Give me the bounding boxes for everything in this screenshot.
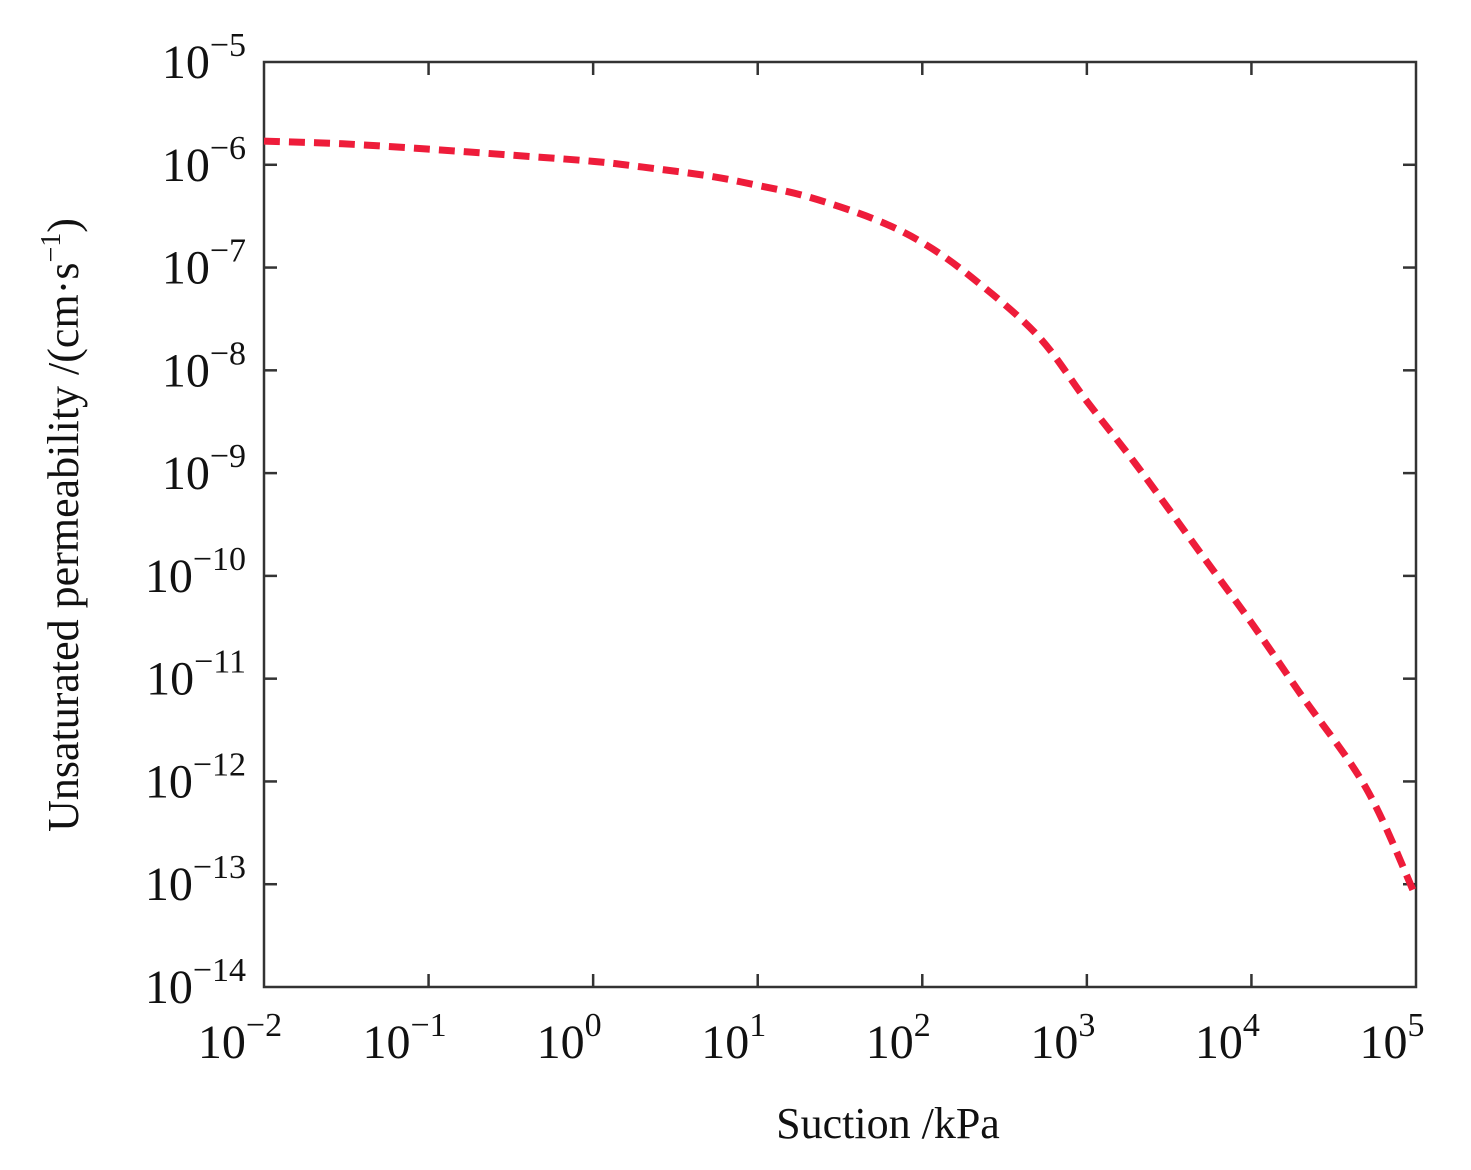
y-tick-label-exponent: −11 <box>194 644 246 681</box>
x-tick-label-exponent: 1 <box>749 1007 766 1044</box>
x-tick-label-base: 10 <box>362 1016 410 1069</box>
y-tick-label: 10−7 <box>162 233 246 295</box>
x-tick-label: 102 <box>866 1007 931 1069</box>
y-tick-label: 10−12 <box>145 746 246 808</box>
y-tick-label-exponent: −13 <box>193 849 246 886</box>
y-axis-label-main: Unsaturated permeability /(cm·s <box>39 263 88 832</box>
x-tick-labels: 10−2 10−1 100 101 102 103 104 105 <box>198 1007 1425 1069</box>
x-tick-label: 105 <box>1360 1007 1425 1069</box>
y-tick-label-base: 10 <box>145 858 193 911</box>
y-tick-label-exponent: −12 <box>193 746 246 783</box>
y-tick-label-base: 10 <box>162 36 210 89</box>
y-tick-label-exponent: −5 <box>210 27 246 64</box>
x-tick-label-exponent: 2 <box>914 1007 931 1044</box>
y-axis-label-superscript: −1 <box>36 233 67 263</box>
y-tick-label: 10−8 <box>162 335 246 397</box>
plot-area <box>262 60 1418 989</box>
x-tick-label-exponent: −1 <box>410 1007 446 1044</box>
y-tick-label-base: 10 <box>145 961 193 1014</box>
y-tick-label: 10−5 <box>162 27 246 89</box>
x-tick-label: 104 <box>1195 1007 1260 1069</box>
y-tick-label: 10−11 <box>146 644 246 706</box>
x-tick-label-base: 10 <box>1360 1016 1408 1069</box>
y-tick-label-exponent: −8 <box>210 335 246 372</box>
y-tick-label: 10−6 <box>162 130 246 192</box>
x-axis-label: Suction /kPa <box>776 1099 1000 1148</box>
x-tick-label-base: 10 <box>866 1016 914 1069</box>
y-tick-label-base: 10 <box>162 139 210 192</box>
permeability-curve <box>263 137 1420 899</box>
x-tick-label-exponent: 3 <box>1078 1007 1095 1044</box>
y-axis-label-close: ) <box>39 218 88 233</box>
y-tick-label-base: 10 <box>146 653 194 706</box>
x-tick-label-base: 10 <box>1195 1016 1243 1069</box>
y-tick-label: 10−13 <box>145 849 246 911</box>
x-tick-label: 100 <box>537 1007 602 1069</box>
x-tick-label-base: 10 <box>1030 1016 1078 1069</box>
y-tick-label-exponent: −6 <box>210 130 246 167</box>
x-tick-label-base: 10 <box>701 1016 749 1069</box>
x-tick-label: 10−2 <box>198 1007 282 1069</box>
y-tick-labels: 10−510−610−710−810−910−1010−1110−1210−13… <box>145 27 246 1014</box>
x-tick-label: 10−1 <box>362 1007 446 1069</box>
y-tick-label-exponent: −10 <box>193 541 246 578</box>
x-tick-label-exponent: 4 <box>1243 1007 1260 1044</box>
y-tick-label: 10−14 <box>145 952 246 1014</box>
y-tick-label-base: 10 <box>145 755 193 808</box>
y-tick-label: 10−10 <box>145 541 246 603</box>
y-tick-label-base: 10 <box>145 550 193 603</box>
x-tick-label-base: 10 <box>537 1016 585 1069</box>
y-tick-label: 10−9 <box>162 438 246 500</box>
x-tick-label-exponent: 0 <box>585 1007 602 1044</box>
y-tick-label-exponent: −9 <box>210 438 246 475</box>
y-tick-label-base: 10 <box>162 242 210 295</box>
x-tick-label-exponent: 5 <box>1408 1007 1425 1044</box>
x-tick-label-base: 10 <box>198 1016 246 1069</box>
y-tick-label-exponent: −14 <box>193 952 246 989</box>
y-tick-label-base: 10 <box>162 344 210 397</box>
y-tick-label-exponent: −7 <box>210 233 246 270</box>
x-tick-label: 103 <box>1030 1007 1095 1069</box>
y-axis-label: Unsaturated permeability /(cm·s−1) <box>36 218 88 832</box>
axis-ticks <box>264 62 1416 987</box>
y-tick-label-base: 10 <box>162 447 210 500</box>
x-tick-label-exponent: −2 <box>246 1007 282 1044</box>
x-tick-label: 101 <box>701 1007 766 1069</box>
